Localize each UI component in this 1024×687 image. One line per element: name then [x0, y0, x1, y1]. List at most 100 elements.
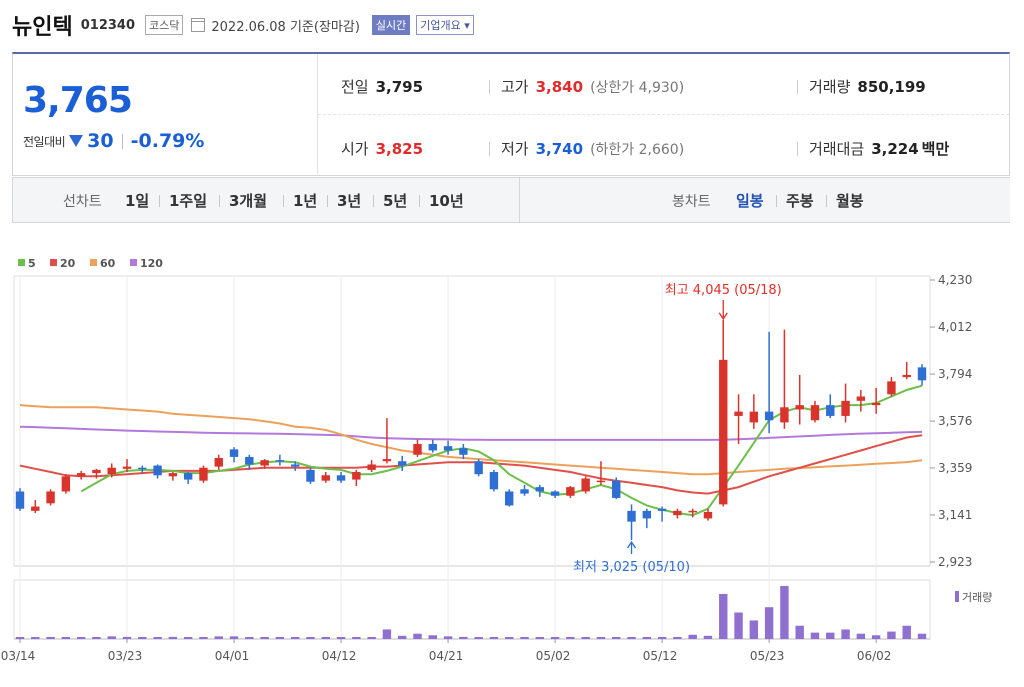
volume-bar: [780, 586, 789, 639]
legend-label-ma60: 60: [100, 257, 116, 270]
candle-body: [673, 510, 682, 516]
candle-body: [749, 411, 759, 423]
volume-bar: [826, 632, 835, 639]
candle-body: [76, 473, 86, 477]
divider: [121, 133, 123, 149]
divider: [797, 142, 798, 156]
candle-body: [596, 480, 606, 483]
x-tick-label: 03/14: [1, 649, 36, 663]
volume-bar: [474, 637, 483, 639]
candle-body: [229, 449, 239, 457]
stock-header: 뉴인텍 012340 코스닥 2022.06.08 기준(장마감) 실시간 기업…: [12, 10, 474, 40]
y-tick-label: 3,141: [938, 508, 972, 522]
volume-bar: [92, 637, 101, 639]
candle-body: [887, 381, 896, 395]
high-label: 고가: [501, 78, 529, 96]
divider: [826, 195, 827, 207]
candle-body: [459, 448, 468, 455]
day-high: 고가 3,840 (상한가 4,930): [501, 76, 684, 97]
candle-body: [520, 489, 529, 494]
candle-body: [336, 475, 346, 481]
period-1y[interactable]: 1년: [293, 192, 318, 210]
legend-swatch-ma60: [90, 259, 97, 266]
volume-bar: [856, 633, 866, 639]
volume-bar: [122, 636, 132, 639]
realtime-button[interactable]: 실시간: [371, 15, 411, 35]
legend-label-ma5: 5: [28, 257, 36, 270]
ma60-line: [19, 404, 923, 476]
period-1d[interactable]: 1일: [125, 192, 150, 210]
volume-bar: [76, 637, 86, 639]
candle-body: [734, 411, 743, 416]
high-arrow-head: [718, 312, 728, 321]
candle-body: [397, 461, 407, 466]
volume-bar: [306, 637, 315, 639]
divider: [489, 142, 490, 156]
low-value: 3,740: [535, 139, 584, 158]
x-tick-label: 04/12: [322, 649, 357, 663]
open-value: 3,825: [375, 139, 424, 158]
candle-body: [61, 476, 71, 492]
volume-bar: [902, 625, 911, 639]
candle-body: [321, 475, 330, 481]
candle-body: [902, 374, 911, 378]
volume-bar: [887, 631, 896, 639]
y-tick-label: 3,359: [938, 461, 972, 475]
candle-monthly[interactable]: 월봉: [836, 192, 864, 210]
quote-panel: 3,765 전일대비 30 -0.79% 전일 3,795 고가 3,840 (…: [12, 52, 1010, 176]
candle-body: [871, 402, 881, 406]
candle-body: [31, 506, 40, 511]
candle-body: [810, 405, 820, 421]
market-badge: 코스닥: [145, 15, 184, 35]
volume-bar: [627, 637, 636, 639]
volume: 거래량 850,199: [809, 76, 926, 97]
change-label: 전일대비: [23, 134, 66, 149]
volume-bar: [168, 636, 178, 639]
volume-bar: [61, 637, 71, 639]
volume-bar: [413, 633, 422, 639]
candle-body: [92, 469, 101, 474]
x-tick-label: 04/21: [429, 649, 464, 663]
period-5y[interactable]: 5년: [383, 192, 408, 210]
candle-body: [856, 396, 866, 401]
candle-body: [428, 443, 437, 451]
trade-value-unit: 백만: [921, 140, 950, 158]
candle-body: [15, 491, 25, 509]
divider: [776, 195, 777, 207]
high-value: 3,840: [535, 77, 584, 96]
period-3m[interactable]: 3개월: [229, 192, 268, 210]
y-tick-label: 3,576: [938, 414, 972, 428]
divider: [327, 195, 328, 207]
stock-name: 뉴인텍: [12, 15, 73, 40]
candle-body: [489, 472, 499, 490]
candle-body: [627, 510, 636, 522]
company-info-dropdown[interactable]: 기업개요 ▾: [416, 15, 474, 35]
period-10y[interactable]: 10년: [429, 192, 464, 210]
volume-bar: [229, 636, 239, 639]
candle-daily[interactable]: 일봉: [736, 192, 764, 210]
candle-body: [306, 469, 315, 482]
x-tick-label: 04/01: [215, 649, 250, 663]
candle-weekly[interactable]: 주봉: [786, 192, 814, 210]
volume-bar: [764, 607, 774, 639]
divider: [283, 195, 284, 207]
x-tick-label: 03/23: [108, 649, 143, 663]
as-of-date: 2022.06.08 기준(장마감): [211, 19, 360, 35]
candle-body: [581, 478, 590, 492]
volume-bar: [107, 636, 116, 639]
price-chart[interactable]: 5 20 60 120 4,230 4,012 3,794 3,576 3,359 3,141 2,…: [0, 240, 1024, 687]
period-1w[interactable]: 1주일: [169, 192, 208, 210]
volume-bar: [841, 629, 850, 639]
candle-body: [183, 473, 193, 480]
candle-body: [826, 405, 835, 416]
x-tick-label: 05/02: [536, 649, 571, 663]
volume-bar: [550, 637, 560, 639]
candle-body: [657, 508, 667, 511]
volume-bar: [31, 637, 40, 639]
trade-value-amount: 3,224: [871, 139, 919, 158]
period-selector: 선차트 1일 1주일 3개월 1년 3년 5년 10년 봉차트 일봉 주봉 월봉: [12, 177, 1010, 223]
candle-body: [719, 359, 728, 505]
period-3y[interactable]: 3년: [337, 192, 362, 210]
candle-body: [138, 467, 147, 470]
volume-bar: [734, 612, 743, 639]
